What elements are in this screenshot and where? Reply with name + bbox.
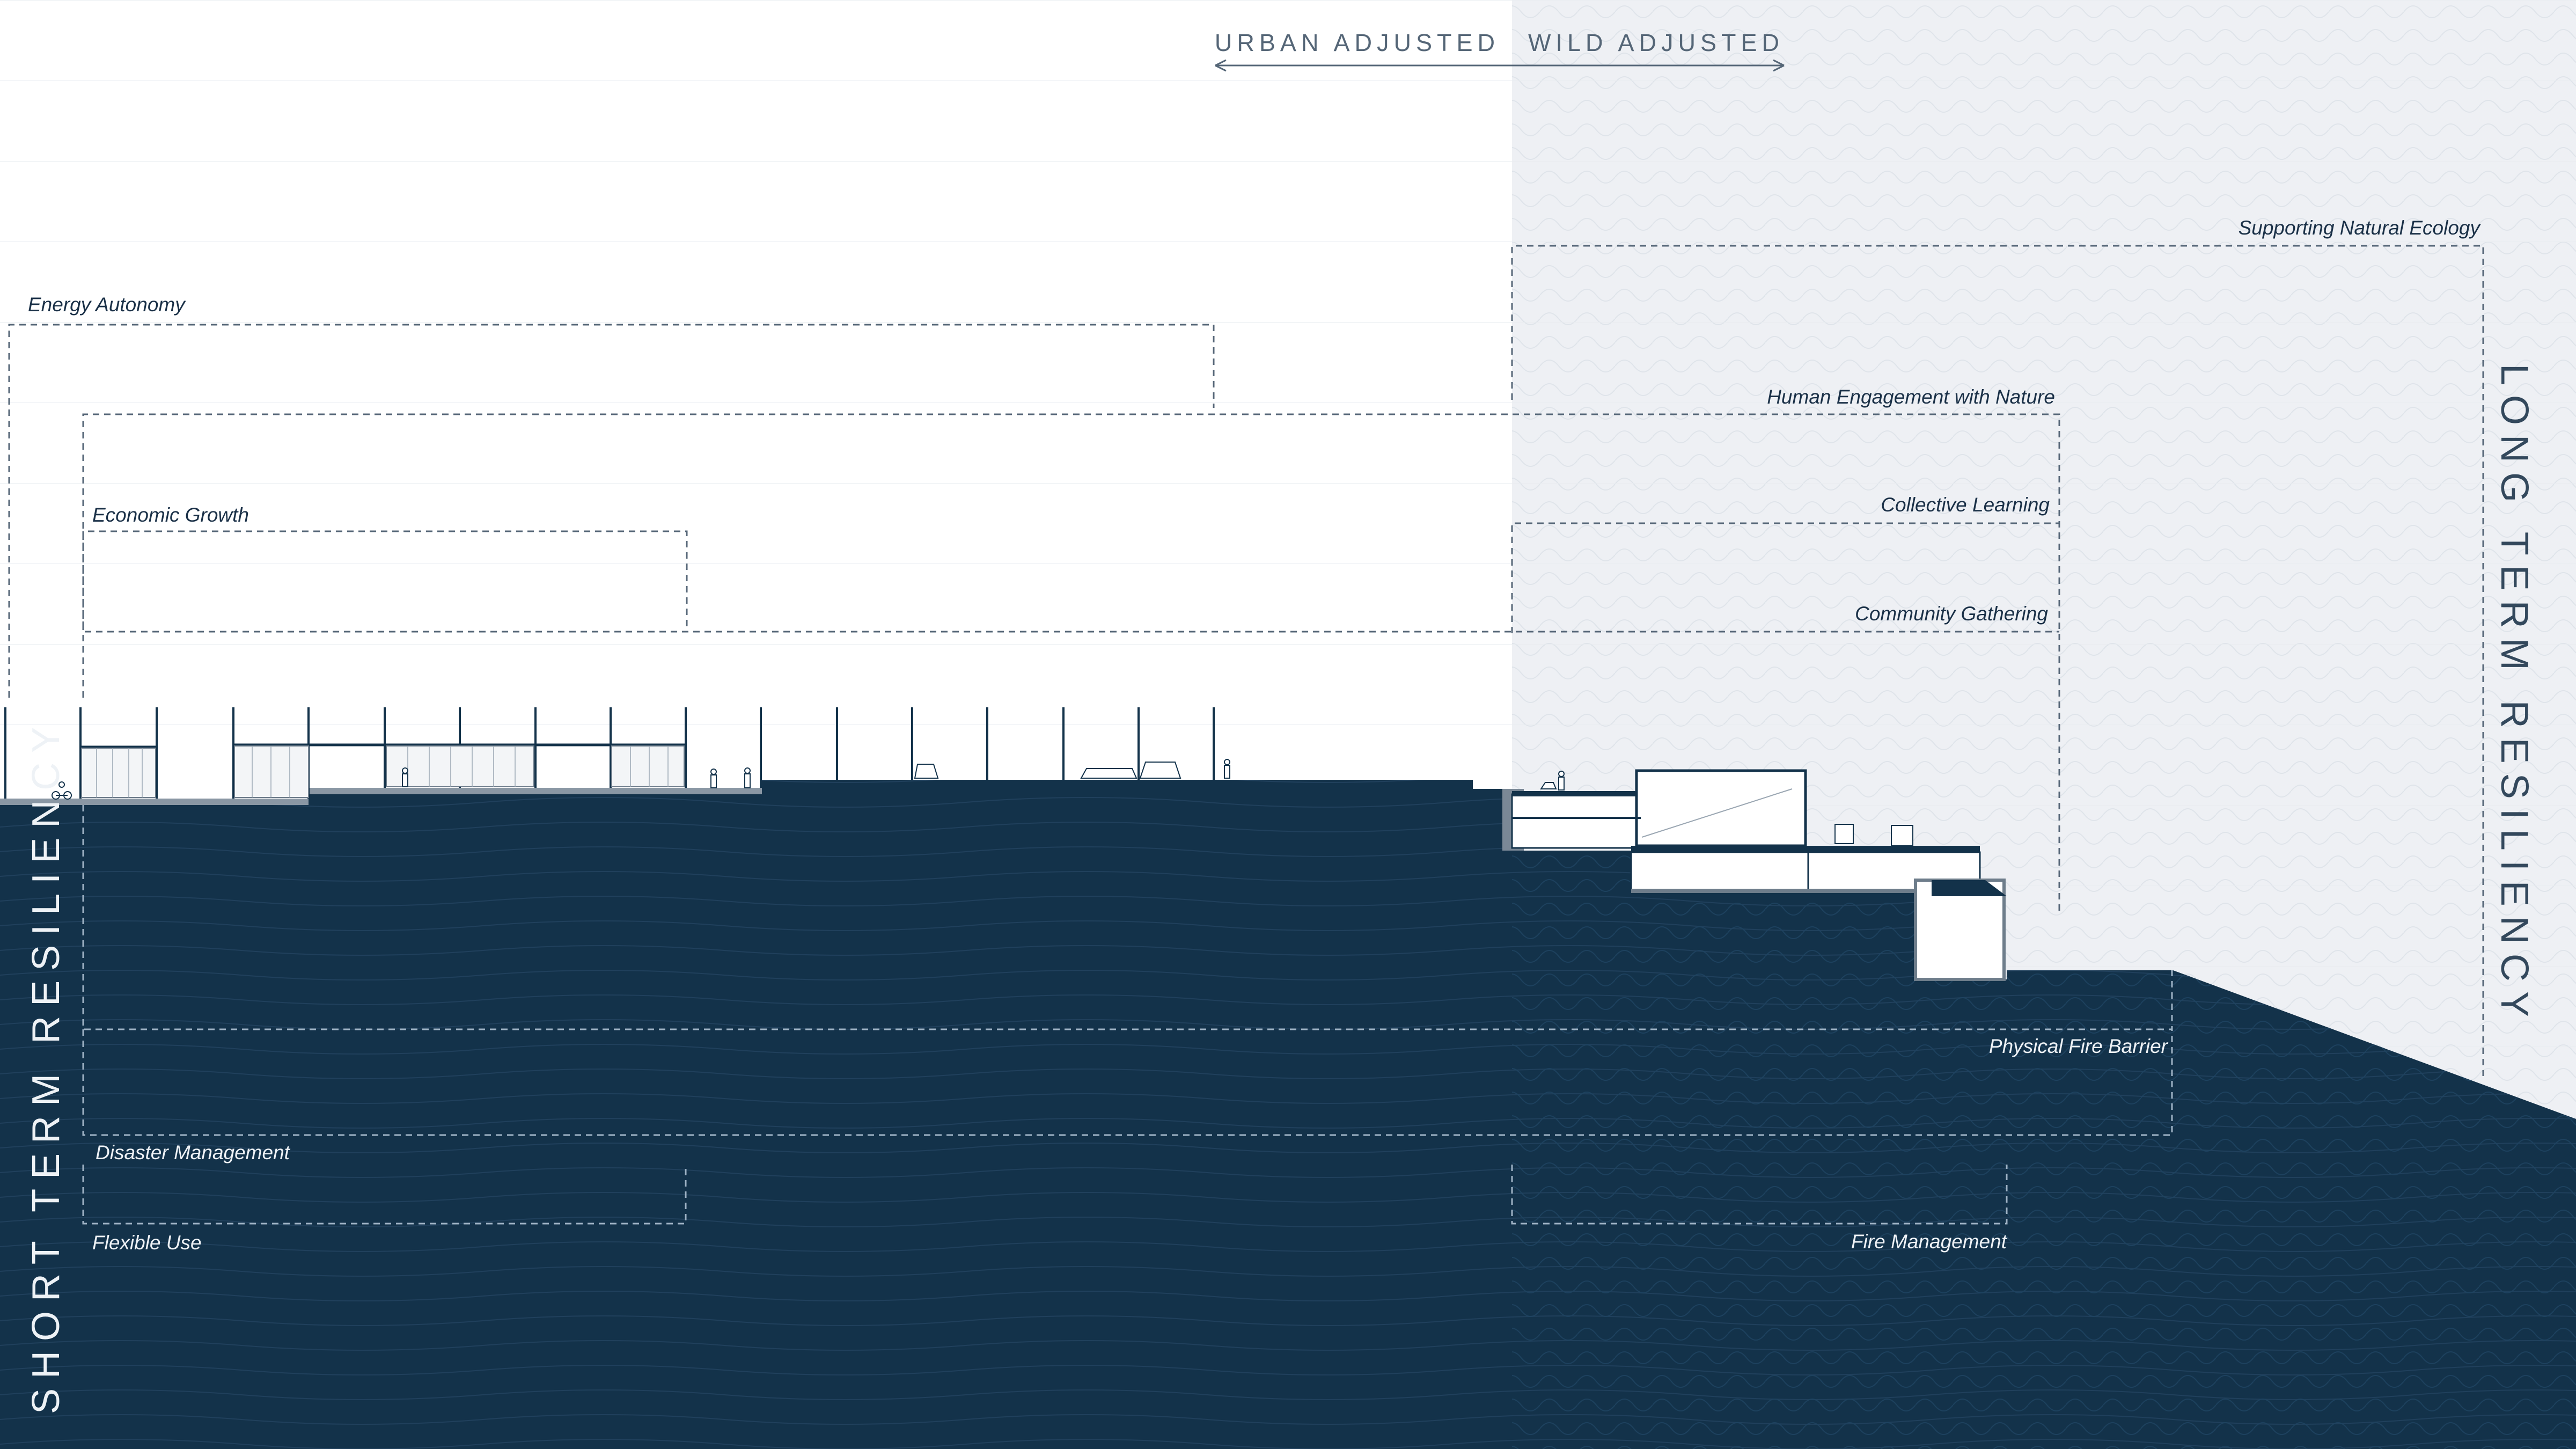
label-energy-autonomy: Energy Autonomy [28,294,186,316]
bracket-disaster-management [82,1029,2173,1136]
label-disaster-management: Disaster Management [96,1141,291,1163]
long-term-resiliency-label: LONG TERM RESILIENCY [2493,364,2536,1027]
label-physical-fire-barrier: Physical Fire Barrier [1989,1035,2169,1057]
adjustment-header: URBAN ADJUSTED WILD ADJUSTED [1215,29,1785,72]
bracket-economic-growth [82,530,688,628]
label-fire-management: Fire Management [1851,1231,2008,1253]
short-term-resiliency-label: SHORT TERM RESILIENCY [25,718,68,1414]
bracket-collective-learning [1511,522,2059,633]
market-stalls [81,745,685,798]
entourage-figures [52,759,1565,800]
label-collective-learning: Collective Learning [1881,494,2050,516]
bracket-fire-management [1511,1165,2008,1225]
street-level-platform [0,799,309,805]
label-supporting-natural-ecology: Supporting Natural Ecology [2239,217,2482,239]
label-economic-growth: Economic Growth [92,504,249,526]
bracket-flexible-use [82,1165,687,1225]
label-human-engagement: Human Engagement with Nature [1767,386,2055,408]
bracket-energy-autonomy [8,324,1215,698]
wild-adjusted-label: WILD ADJUSTED [1528,29,1784,56]
label-flexible-use: Flexible Use [92,1232,202,1254]
urban-adjusted-label: URBAN ADJUSTED [1215,29,1500,56]
terraced-buildings [1502,769,2007,981]
label-community-gathering: Community Gathering [1855,603,2048,625]
